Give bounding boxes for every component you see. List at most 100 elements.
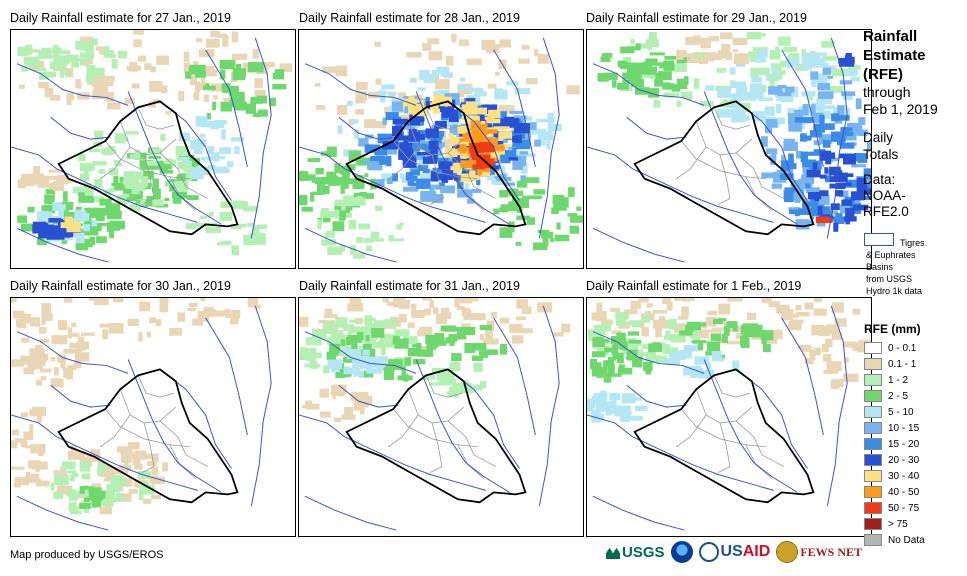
rainfall-cell [768,155,777,161]
legend-item: 5 - 10 [864,404,925,420]
rainfall-cell [39,73,44,78]
rainfall-cell [617,353,624,364]
rainfall-cell [45,188,56,194]
rainfall-cell [404,357,412,366]
rainfall-cell [416,151,426,160]
rainfall-cluster [815,216,833,224]
rainfall-cell [315,167,324,175]
rainfall-cell [76,341,90,350]
rainfall-cell [721,333,728,344]
rainfall-cell [133,30,145,35]
rainfall-cell [347,348,362,360]
rainfall-cell [193,145,203,155]
province-boundary [695,389,753,424]
rainfall-cell [58,209,64,218]
rainfall-cell [821,56,837,61]
rainfall-cell [41,211,53,219]
rainfall-cell [457,84,468,91]
rainfall-cell [764,338,777,344]
rainfall-cell [67,327,73,339]
map-panel-30-jan [10,297,296,537]
rainfall-cell [20,355,35,365]
legend-swatch [864,454,882,466]
rainfall-cell [529,122,537,130]
rainfall-cell [231,31,238,43]
usaid-seal-icon [698,542,719,562]
rainfall-cell [96,236,107,244]
rainfall-cell [205,38,220,48]
rainfall-cluster [11,298,261,342]
rainfall-cell [509,118,520,124]
rainfall-cell [349,245,357,255]
rainfall-cell [479,333,485,341]
rainfall-cell [84,494,91,498]
basin-boundary [127,91,222,225]
rainfall-cell [428,140,439,150]
rainfall-cell [705,351,713,356]
rainfall-cell [220,69,226,80]
rainfall-cell [508,201,520,212]
rainfall-cell [134,152,147,160]
rainfall-cell [824,62,829,71]
rainfall-cell [230,137,245,142]
rainfall-cell [79,486,85,494]
rainfall-cell [744,115,750,122]
rainfall-cell [645,351,656,363]
usaid-logo-us: US [720,543,743,560]
rainfall-cell [627,331,640,336]
rainfall-cell [863,168,871,179]
rainfall-cell [710,333,721,341]
rainfall-cell [71,62,79,68]
fewsnet-logo-text: FEWS NET [800,544,862,559]
usaid-logo-aid: AID [742,543,771,560]
sidebar-title: Rainfall Estimate (RFE) [863,27,926,84]
rainfall-cell [326,146,337,158]
rainfall-cell [401,175,410,184]
rainfall-cell [114,162,123,167]
rainfall-cell [601,338,610,343]
rainfall-cell [533,189,546,195]
basin-boundary [415,91,510,225]
rainfall-cell [547,123,562,131]
rainfall-cell [542,235,549,247]
rainfall-cell [185,223,196,230]
rainfall-cell [299,354,316,360]
rainfall-cell [83,219,92,229]
rainfall-cell [400,173,405,179]
fewsnet-globe-icon [776,541,799,563]
rainfall-cell [828,157,840,162]
rainfall-cluster [32,218,81,240]
rainfall-cell [407,180,415,186]
rainfall-cell [656,346,671,351]
rainfall-cell [634,405,648,411]
rainfall-cell [203,94,210,102]
rainfall-cluster [79,485,106,510]
rainfall-cell [438,182,445,186]
rainfall-cell [53,491,63,500]
rainfall-cell [41,303,52,314]
rainfall-cell [844,173,854,178]
rainfall-cell [811,102,825,112]
rainfall-cell [450,140,456,146]
province-boundary [447,420,496,467]
rainfall-cell [383,340,398,348]
rainfall-cell [473,342,487,351]
rainfall-cell [200,298,206,302]
rainfall-cell [474,91,487,97]
rainfall-cell [156,55,169,65]
rainfall-cell [343,367,355,375]
basin-boundary [415,359,510,493]
rainfall-cell [206,113,211,120]
rainfall-cell [857,188,871,195]
rainfall-cell [445,147,456,152]
map-28-jan [299,33,583,263]
rainfall-cell [600,319,613,325]
rainfall-cell [451,33,457,43]
rainfall-cell [220,201,237,208]
rainfall-cell [146,331,152,338]
rainfall-cell [200,157,214,161]
basin-boundary [338,116,399,140]
rainfall-cell [448,334,460,340]
rainfall-cell [595,400,605,412]
rainfall-cell [829,170,843,175]
